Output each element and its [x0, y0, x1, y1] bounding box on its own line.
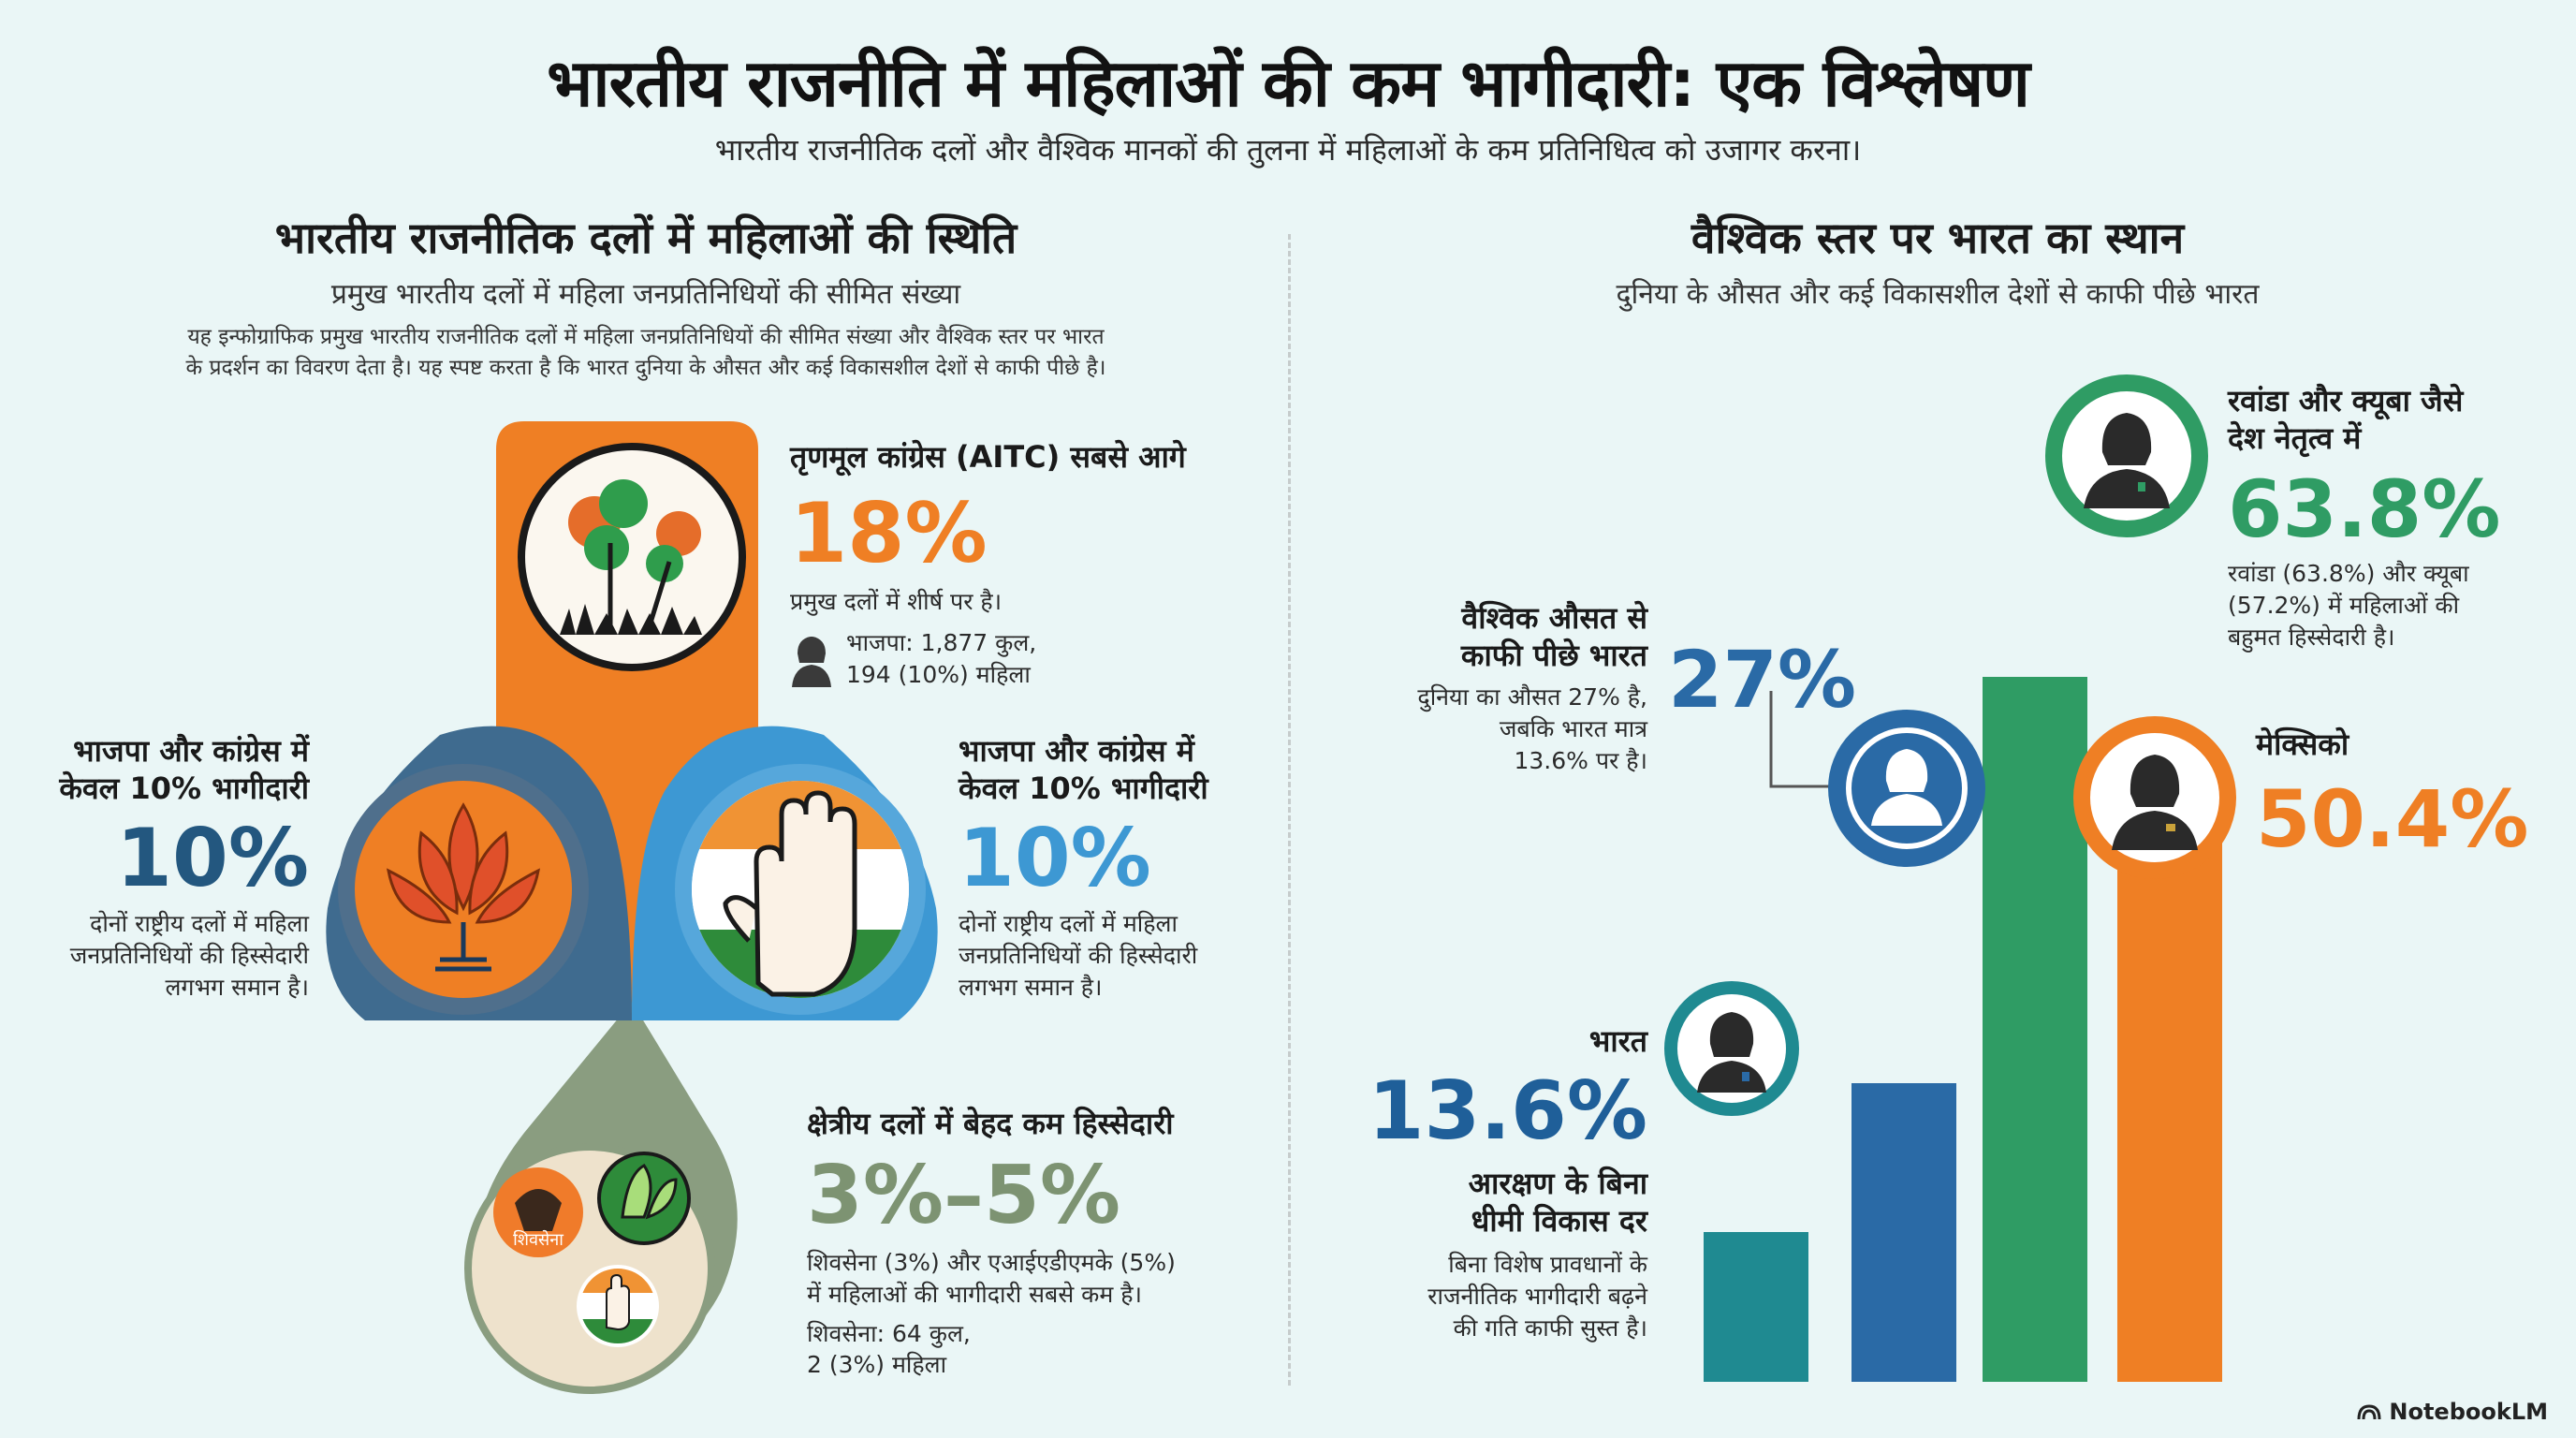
regional-title: क्षेत्रीय दलों में बेहद कम हिस्सेदारी [807, 1106, 1174, 1141]
bjp-body-line3: लगभग समान है। [165, 973, 309, 1001]
aitc-logo-icon [560, 479, 702, 635]
bjp-block: भाजपा और कांग्रेस में केवल 10% भागीदारी … [9, 732, 309, 1003]
notebooklm-logo-icon [2357, 1404, 2381, 1420]
mexico-value: 50.4% [2256, 773, 2529, 865]
mexico-title: मेक्सिको [2256, 726, 2349, 762]
india-value: 13.6% [1368, 1064, 1647, 1158]
india-sub-line1: आरक्षण के बिना [1468, 1166, 1647, 1201]
left-intro: यह इन्फोग्राफिक प्रमुख भारतीय राजनीतिक द… [37, 322, 1254, 385]
right-section-title: वैश्विक स्तर पर भारत का स्थान [1690, 213, 2185, 263]
bar-1 [1852, 1083, 1956, 1382]
bar-3 [2117, 825, 2222, 1382]
page-subtitle: भारतीय राजनीतिक दलों और वैश्विक मानकों क… [714, 132, 1862, 168]
party-diagram: शिवसेना [326, 421, 938, 1394]
congress-block: भाजपा और कांग्रेस में केवल 10% भागीदारी … [959, 732, 1277, 1003]
world-title-line1: वैश्विक औसत से [1461, 600, 1647, 636]
bjp-title-line2: केवल 10% भागीदारी [59, 770, 309, 806]
congress-body-line1: दोनों राष्ट्रीय दलों में महिला [959, 910, 1178, 937]
world-body-line1: दुनिया का औसत 27% है, [1417, 683, 1647, 711]
woman-icon [792, 636, 831, 687]
world-body-line3: 13.6% पर है। [1514, 746, 1648, 774]
world-block: वैश्विक औसत से काफी पीछे भारत दुनिया का … [1385, 599, 1647, 776]
aitc-body: प्रमुख दलों में शीर्ष पर है। [790, 588, 1003, 615]
shivsena-label: शिवसेना [513, 1229, 564, 1250]
regional-body-line2: में महिलाओं की भागीदारी सबसे कम है। [807, 1280, 1143, 1308]
world-pointer-line [1769, 691, 1846, 788]
india-woman-icon [1664, 981, 1799, 1116]
regional-note-line2: 2 (3%) महिला [807, 1351, 947, 1379]
india-body-line3: की गति काफी सुस्त है। [1453, 1313, 1647, 1342]
india-block: भारत 13.6% आरक्षण के बिना धीमी विकास दर … [1348, 1022, 1647, 1343]
congress-value: 10% [959, 812, 1151, 905]
notebooklm-brand: NotebookLM [2357, 1399, 2548, 1425]
aitc-note-line2: 194 (10%) महिला [846, 660, 1031, 688]
congress-title-line1: भाजपा और कांग्रेस में [959, 733, 1194, 769]
rwanda-value: 63.8% [2228, 463, 2501, 555]
congress-title-line2: केवल 10% भागीदारी [959, 770, 1208, 806]
mexico-block: मेक्सिको 50.4% [2256, 726, 2565, 858]
left-section-title: भारतीय राजनीतिक दलों में महिलाओं की स्थि… [274, 213, 1017, 263]
regional-block: क्षेत्रीय दलों में बेहद कम हिस्सेदारी 3%… [807, 1105, 1247, 1381]
regional-body-line1: शिवसेना (3%) और एआईएडीएमके (5%) [807, 1249, 1176, 1276]
aiadmk-leaves-icon [597, 1152, 691, 1245]
page-title: भारतीय राजनीति में महिलाओं की कम भागीदार… [547, 45, 2030, 122]
rwanda-body-line3: बहुमत हिस्सेदारी है। [2228, 623, 2395, 651]
bjp-body-line1: दोनों राष्ट्रीय दलों में महिला [90, 910, 309, 937]
shivsena-logo-icon [493, 1167, 583, 1257]
regional-value: 3%–5% [807, 1149, 1121, 1242]
brand-label: NotebookLM [2389, 1399, 2548, 1425]
aitc-note: भाजपा: 1,877 कुल, 194 (10%) महिला [790, 627, 1258, 691]
india-sub-line2: धीमी विकास दर [1471, 1203, 1647, 1239]
rwanda-woman-icon [2045, 374, 2208, 537]
bjp-body-line2: जनप्रतिनिधियों की हिस्सेदारी [69, 941, 309, 969]
rwanda-title-line2: देश नेतृत्व में [2228, 420, 2362, 456]
mexico-woman-icon [2073, 716, 2236, 879]
aitc-value: 18% [790, 485, 988, 581]
world-body-line2: जबकि भारत मात्र [1499, 714, 1647, 742]
left-intro-line1: यह इन्फोग्राफिक प्रमुख भारतीय राजनीतिक द… [187, 325, 1105, 349]
left-section-subtitle: प्रमुख भारतीय दलों में महिला जनप्रतिनिधि… [330, 278, 961, 311]
rwanda-title-line1: रवांडा और क्यूबा जैसे [2228, 383, 2464, 418]
aitc-note-line1: भाजपा: 1,877 कुल, [846, 628, 1037, 656]
regional-note-line1: शिवसेना: 64 कुल, [807, 1319, 971, 1347]
congress-small-icon [577, 1265, 659, 1347]
rwanda-body-line2: (57.2%) में महिलाओं की [2228, 591, 2460, 619]
rwanda-block: रवांडा और क्यूबा जैसे देश नेतृत्व में 63… [2228, 382, 2546, 653]
aitc-title: तृणमूल कांग्रेस (AITC) सबसे आगे [790, 439, 1186, 475]
bjp-title-line1: भाजपा और कांग्रेस में [73, 733, 309, 769]
bjp-lotus-icon [386, 802, 541, 972]
right-section-subtitle: दुनिया के औसत और कई विकासशील देशों से का… [1616, 278, 2260, 311]
congress-body-line3: लगभग समान है। [959, 973, 1103, 1001]
india-body-line2: राजनीतिक भागीदारी बढ़ने [1427, 1282, 1647, 1310]
rwanda-body-line1: रवांडा (63.8%) और क्यूबा [2228, 560, 2469, 587]
aitc-block: तृणमूल कांग्रेस (AITC) सबसे आगे 18% प्रम… [790, 438, 1258, 690]
congress-hand-icon [723, 790, 857, 997]
world-title-line2: काफी पीछे भारत [1460, 638, 1647, 673]
india-body-line1: बिना विशेष प्रावधानों के [1448, 1251, 1647, 1278]
bar-0 [1704, 1232, 1808, 1382]
section-divider [1288, 234, 1291, 1386]
left-intro-line2: के प्रदर्शन का विवरण देता है। यह स्पष्ट … [185, 356, 1106, 381]
world-woman-icon [1828, 710, 1985, 867]
bjp-value: 10% [116, 812, 309, 905]
congress-body-line2: जनप्रतिनिधियों की हिस्सेदारी [959, 941, 1198, 969]
bar-2 [1983, 677, 2087, 1382]
world-value: 27% [1668, 634, 1857, 726]
india-title: भारत [1588, 1023, 1647, 1059]
